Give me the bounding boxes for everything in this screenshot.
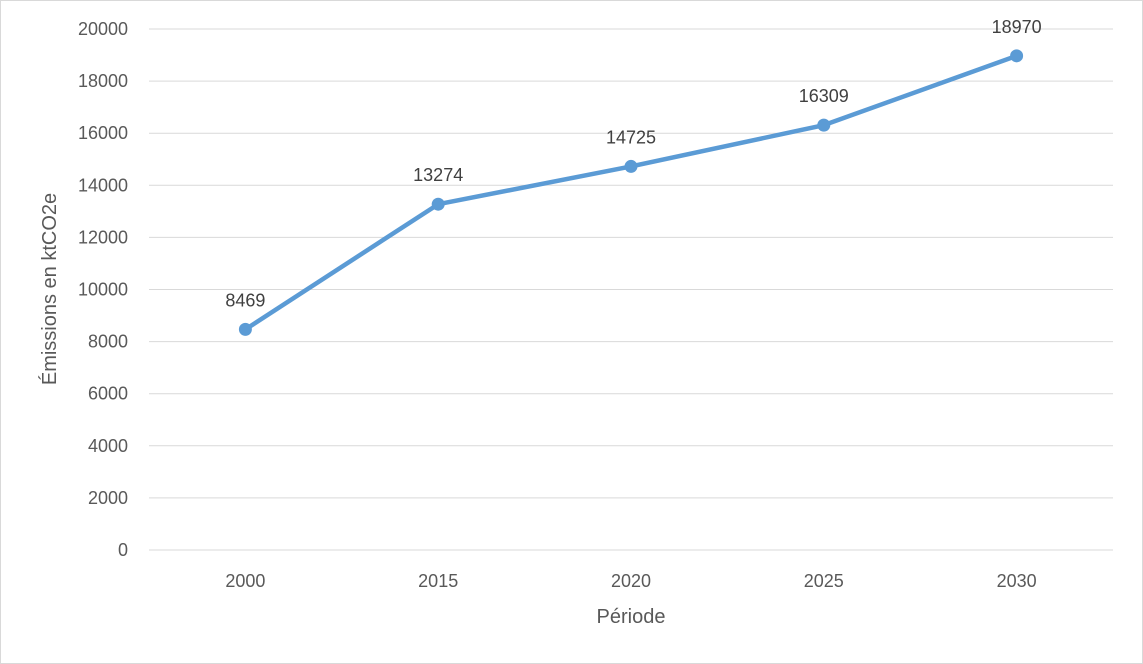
x-tick-label: 2030 — [997, 571, 1037, 591]
y-axis-title: Émissions en ktCO2e — [38, 193, 61, 385]
data-label: 14725 — [606, 127, 656, 147]
y-tick-label: 12000 — [78, 227, 128, 247]
x-tick-label: 2020 — [611, 571, 651, 591]
gridlines — [149, 28, 1113, 551]
data-label: 13274 — [413, 165, 463, 185]
y-tick-label: 10000 — [78, 280, 128, 300]
y-tick-label: 20000 — [78, 19, 128, 39]
x-axis-ticks: 2000 2015 2020 2025 2030 — [225, 571, 1036, 591]
series-layer — [238, 49, 1024, 336]
y-axis-ticks: 0 2000 4000 6000 8000 10000 12000 14000 16000 180… — [78, 19, 128, 560]
x-tick-label: 2015 — [418, 571, 458, 591]
y-tick-label: 6000 — [88, 384, 128, 404]
y-tick-label: 4000 — [88, 436, 128, 456]
data-label: 18970 — [992, 17, 1042, 37]
data-point — [817, 118, 831, 132]
y-tick-label: 8000 — [88, 332, 128, 352]
data-point — [624, 159, 638, 173]
data-point — [1010, 49, 1024, 63]
x-tick-label: 2025 — [804, 571, 844, 591]
data-label: 16309 — [799, 86, 849, 106]
series-line — [243, 53, 1019, 332]
y-tick-label: 18000 — [78, 71, 128, 91]
x-axis-title: Période — [597, 606, 666, 628]
y-tick-label: 0 — [118, 540, 128, 560]
y-tick-label: 14000 — [78, 175, 128, 195]
data-point — [238, 322, 252, 336]
data-label: 8469 — [225, 290, 265, 310]
x-tick-label: 2000 — [225, 571, 265, 591]
y-tick-label: 16000 — [78, 123, 128, 143]
y-tick-label: 2000 — [88, 488, 128, 508]
data-labels: 8469 13274 14725 16309 18970 — [225, 17, 1041, 311]
data-point — [431, 197, 445, 211]
